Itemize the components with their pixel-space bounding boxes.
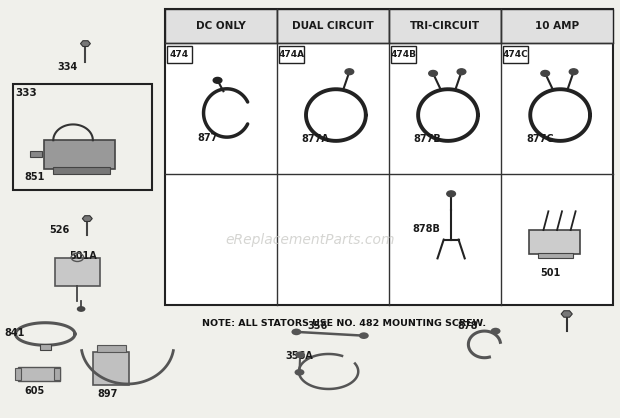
Bar	[55, 258, 100, 286]
Circle shape	[345, 69, 353, 75]
Text: 356: 356	[308, 321, 328, 331]
Text: NOTE: ALL STATORS USE NO. 482 MOUNTING SCREW.: NOTE: ALL STATORS USE NO. 482 MOUNTING S…	[202, 319, 486, 328]
Text: 474: 474	[170, 50, 189, 59]
Text: DUAL CIRCUIT: DUAL CIRCUIT	[292, 21, 374, 31]
Text: 334: 334	[58, 61, 78, 71]
Text: 841: 841	[4, 328, 25, 338]
Polygon shape	[81, 41, 91, 46]
Bar	[44, 140, 115, 168]
Bar	[167, 46, 192, 63]
Bar	[503, 46, 528, 63]
Bar	[165, 9, 613, 305]
Bar	[539, 252, 572, 258]
Text: 877A: 877A	[301, 134, 329, 144]
Circle shape	[569, 69, 578, 75]
Text: 877: 877	[197, 133, 217, 143]
Bar	[40, 344, 51, 350]
Bar	[391, 46, 416, 63]
Polygon shape	[561, 311, 572, 317]
Text: eReplacementParts.com: eReplacementParts.com	[225, 233, 395, 247]
Bar	[30, 150, 42, 157]
Bar	[53, 167, 110, 174]
Bar	[54, 368, 60, 380]
Text: DC ONLY: DC ONLY	[196, 21, 246, 31]
Bar	[13, 84, 153, 190]
Text: 10 AMP: 10 AMP	[535, 21, 579, 31]
Circle shape	[447, 191, 456, 197]
Text: 501A: 501A	[69, 251, 97, 261]
Text: 878: 878	[457, 321, 478, 331]
Text: 526: 526	[50, 225, 69, 235]
Text: TRI-CIRCUIT: TRI-CIRCUIT	[410, 21, 480, 31]
Bar	[501, 9, 613, 43]
Text: 501: 501	[541, 268, 561, 278]
Circle shape	[490, 328, 500, 334]
Circle shape	[213, 77, 222, 83]
Bar	[277, 9, 389, 43]
Text: 851: 851	[25, 172, 45, 182]
Bar	[529, 230, 580, 254]
Bar	[94, 352, 130, 385]
Circle shape	[77, 306, 86, 312]
Bar	[165, 9, 277, 43]
Text: 356A: 356A	[285, 351, 313, 361]
Text: 474A: 474A	[278, 50, 304, 59]
Bar	[15, 368, 21, 380]
Circle shape	[295, 352, 305, 358]
Text: 897: 897	[97, 390, 117, 399]
Text: 877B: 877B	[414, 134, 441, 144]
Circle shape	[541, 71, 549, 76]
Bar	[389, 9, 501, 43]
Bar	[97, 345, 126, 352]
Circle shape	[457, 69, 466, 75]
Circle shape	[291, 329, 301, 335]
Text: 878B: 878B	[412, 224, 440, 234]
Bar	[18, 367, 60, 381]
Text: 474C: 474C	[503, 50, 529, 59]
Text: 877C: 877C	[526, 134, 554, 144]
Circle shape	[429, 71, 437, 76]
Bar	[279, 46, 304, 63]
Text: 605: 605	[25, 386, 45, 396]
Text: 474B: 474B	[391, 50, 417, 59]
Circle shape	[294, 369, 304, 376]
Polygon shape	[82, 216, 92, 222]
Text: 333: 333	[16, 88, 38, 98]
Circle shape	[359, 332, 369, 339]
